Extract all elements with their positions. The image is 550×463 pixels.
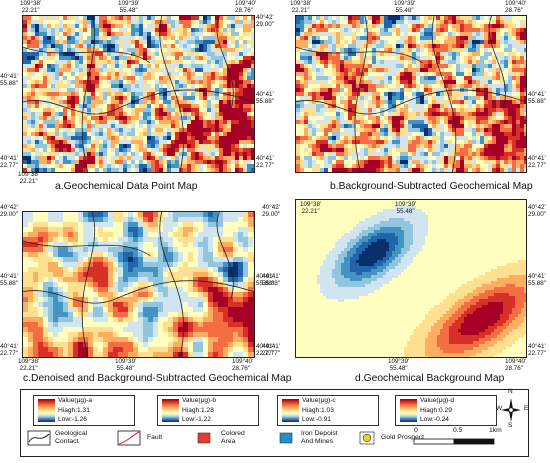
key-fault: Fault bbox=[147, 434, 163, 441]
north-arrow-icon bbox=[501, 398, 521, 422]
lat-label-c-1: 40°42' 29.00" bbox=[0, 204, 18, 218]
lat-label-d-r3: 40°41' 22.77" bbox=[528, 343, 546, 357]
map-d-graphic bbox=[296, 200, 526, 357]
lon-label-a-2: 109°39' 55.48" bbox=[118, 0, 140, 14]
lat-label-d-r2: 40°41' 55.88" bbox=[528, 273, 546, 287]
legend-scale-title: Value(μg)-d bbox=[420, 397, 455, 404]
color-ramp bbox=[282, 399, 299, 422]
map-panel-a bbox=[22, 15, 255, 173]
lon-label-a-b1: 109°38' 22.21" bbox=[18, 171, 40, 185]
lat-label-d-l3: 40°41' 22.77" bbox=[262, 343, 280, 357]
map-panel-d bbox=[295, 199, 527, 358]
lon-label-d-b2: 109°39' 55.48" bbox=[388, 358, 410, 372]
legend-scale-high: Hiagh:0.29 bbox=[420, 407, 452, 414]
lon-label-d-2: 109°39' 55.48" bbox=[395, 201, 417, 215]
lat-label-a-r2: 40°41' 55.88" bbox=[256, 91, 274, 105]
gold-prospect-icon bbox=[359, 431, 375, 445]
caption-d: d.Geochemical Background Map bbox=[355, 373, 505, 384]
lon-label-a-1: 109°38' 22.21" bbox=[20, 0, 42, 14]
lat-label-a-3: 40°41' 22.77" bbox=[0, 155, 18, 169]
map-panel-b bbox=[295, 15, 527, 173]
lat-label-c-2: 40°41' 55.88" bbox=[0, 273, 18, 287]
scale-label-1km: 1km bbox=[489, 427, 502, 434]
lon-label-c-2: 109°39' 55.48" bbox=[115, 358, 137, 372]
legend-scale-b: Value(μg)-b Hiagh:1.28 Low:-1.22 bbox=[157, 395, 259, 426]
key-gold-prospect: Gold Prospect bbox=[381, 434, 425, 441]
legend-scale-title: Value(μg)-b bbox=[182, 397, 217, 404]
legend-scale-c: Value(μg)-c Hiagh:1.03 Low:-0.91 bbox=[277, 395, 379, 426]
lon-label-c-1: 109°38' 22.21" bbox=[18, 358, 40, 372]
legend-scale-low: Low:-0.24 bbox=[420, 416, 449, 423]
south-label: S bbox=[508, 422, 513, 429]
key-iron-deposit: Iron Depoist And Mines bbox=[301, 430, 338, 445]
lat-label-a-r1: 40°42' 29.00" bbox=[256, 14, 274, 28]
legend-scale-title: Value(μg)-a bbox=[58, 397, 93, 404]
legend-scale-high: Hiagh:1.31 bbox=[58, 407, 90, 414]
iron-deposit-icon bbox=[279, 432, 293, 444]
lat-label-b-r2: 40°41' 55.88" bbox=[528, 91, 546, 105]
map-c-graphic bbox=[23, 212, 254, 357]
legend-scale-high: Hiagh:1.03 bbox=[302, 407, 334, 414]
lon-label-a-3: 109°40' 28.76" bbox=[235, 0, 257, 14]
color-ramp bbox=[162, 399, 179, 422]
map-legend: Value(μg)-a Hiagh:1.31 Low:-1.26 Value(μ… bbox=[20, 388, 529, 457]
scale-label-0: 0 bbox=[414, 427, 418, 434]
legend-scale-title: Value(μg)-c bbox=[302, 397, 336, 404]
fault-icon bbox=[117, 430, 141, 446]
west-label: W bbox=[496, 405, 503, 412]
lat-label-c-3: 40°41' 22.77" bbox=[0, 343, 18, 357]
caption-b: b.Background-Subtracted Geochemical Map bbox=[330, 181, 533, 192]
key-colored-area: Colored Area bbox=[221, 430, 245, 445]
key-geological-contact: Geological Contact bbox=[55, 430, 88, 445]
legend-scale-d: Value(μg)-d Hiagh:0.29 Low:-0.24 bbox=[395, 395, 497, 426]
map-panel-c bbox=[22, 211, 255, 358]
lat-label-d-l1: 40°42' 29.00" bbox=[262, 204, 280, 218]
lat-label-c-r2: 40°41' 55.88" bbox=[256, 273, 274, 287]
geological-contact-icon bbox=[27, 430, 51, 446]
legend-scale-low: Low:-1.22 bbox=[182, 416, 211, 423]
lat-label-c-r3: 40°41' 22.77" bbox=[256, 343, 274, 357]
lon-label-b-2: 109°39' 55.48" bbox=[394, 0, 416, 14]
legend-scale-a: Value(μg)-a Hiagh:1.31 Low:-1.26 bbox=[33, 395, 135, 426]
legend-scale-low: Low:-1.26 bbox=[58, 416, 87, 423]
legend-scale-low: Low:-0.91 bbox=[302, 416, 331, 423]
lon-label-d-1: 109°38' 22.21" bbox=[300, 201, 322, 215]
lon-label-c-3: 109°40' 28.76" bbox=[232, 358, 254, 372]
east-label: E bbox=[524, 405, 529, 412]
caption-a: a.Geochemical Data Point Map bbox=[55, 181, 198, 192]
map-b-graphic bbox=[296, 16, 526, 172]
lon-label-d-b3: 109°40' 28.76" bbox=[505, 358, 527, 372]
lat-label-d-r1: 40°42' 29.00" bbox=[528, 204, 546, 218]
lon-label-b-3: 109°40' 28.76" bbox=[505, 0, 527, 14]
lat-label-b-r3: 40°41' 22.77" bbox=[528, 155, 546, 169]
lat-label-a-r3: 40°41' 22.77" bbox=[256, 155, 274, 169]
scale-label-05: 0.5 bbox=[453, 427, 463, 434]
scale-bar bbox=[413, 438, 495, 445]
lat-label-d-l2: 40°41' 55.88" bbox=[262, 273, 280, 287]
map-a-graphic bbox=[23, 16, 254, 172]
colored-area-icon bbox=[197, 432, 211, 444]
lon-label-b-1: 109°38' 22.21" bbox=[290, 0, 312, 14]
color-ramp bbox=[400, 399, 417, 422]
caption-c: c.Denoised and Background-Subtracted Geo… bbox=[23, 373, 292, 384]
color-ramp bbox=[38, 399, 55, 422]
legend-scale-high: Hiagh:1.28 bbox=[182, 407, 214, 414]
lat-label-a-2: 40°41' 55.88" bbox=[0, 73, 18, 87]
north-label: N bbox=[508, 388, 513, 395]
